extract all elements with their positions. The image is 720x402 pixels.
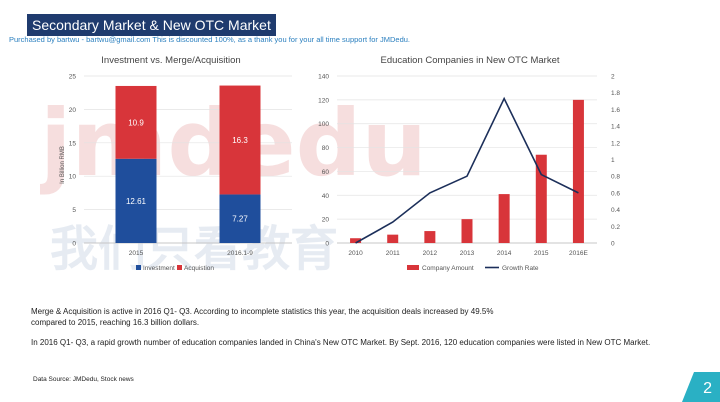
bar-company-amount — [350, 238, 362, 243]
chart-title: Education Companies in New OTC Market — [381, 55, 560, 66]
page-number: 2 — [703, 380, 712, 397]
y-tick-label: 5 — [72, 207, 76, 214]
y2-tick-label: 0.8 — [611, 174, 620, 181]
legend-label: Investment — [143, 265, 175, 272]
bar-company-amount — [461, 219, 473, 243]
y2-tick-label: 2 — [611, 74, 615, 81]
x-tick-label: 2014 — [497, 250, 512, 257]
y-axis-label: In Billion RMB — [60, 146, 66, 184]
x-tick-label: 2011 — [386, 250, 400, 257]
y-tick-label: 100 — [318, 121, 329, 128]
y2-tick-label: 0.6 — [611, 190, 620, 197]
bar-company-amount — [498, 194, 510, 243]
y-tick-label: 120 — [318, 97, 329, 104]
page-title: Secondary Market & New OTC Market — [27, 14, 276, 36]
investment-chart: Investment vs. Merge/Acquisition In Bill… — [60, 55, 292, 272]
purchase-note: Purchased by bartwu - bartwu@gmail.com T… — [9, 35, 410, 44]
paragraph-otc: In 2016 Q1- Q3, a rapid growth number of… — [31, 338, 651, 347]
growth-rate-line — [355, 96, 579, 244]
x-tick-label: 2010 — [348, 250, 363, 257]
data-label: 7.27 — [232, 215, 248, 224]
y2-tick-label: 0 — [611, 241, 615, 248]
y-tick-label: 0 — [325, 241, 329, 248]
bar-acquistion — [219, 85, 261, 195]
y-tick-label: 0 — [72, 241, 76, 248]
data-label: 16.3 — [232, 136, 248, 145]
legend-swatch — [136, 265, 141, 270]
bar-company-amount — [535, 154, 547, 243]
x-tick-label: 2015 — [534, 250, 549, 257]
y-tick-label: 60 — [322, 169, 330, 176]
legend-label: Acquistion — [184, 265, 214, 272]
paragraph-acquisition: Merge & Acquisition is active in 2016 Q1… — [31, 307, 494, 327]
y-tick-label: 20 — [69, 107, 77, 114]
x-tick-label: 2015 — [129, 250, 144, 257]
bar-investment — [115, 158, 157, 243]
y2-tick-label: 0.2 — [611, 224, 620, 231]
data-label: 10.9 — [128, 118, 144, 127]
chart-title: Investment vs. Merge/Acquisition — [101, 55, 240, 66]
bar-company-amount — [424, 231, 436, 243]
y2-tick-label: 1.4 — [611, 124, 620, 131]
y-tick-label: 10 — [69, 174, 77, 181]
legend-swatch — [407, 265, 419, 270]
y2-tick-label: 0.4 — [611, 207, 620, 214]
bar-acquistion — [115, 85, 157, 159]
x-tick-label: 2013 — [460, 250, 475, 257]
y-tick-label: 25 — [69, 74, 77, 81]
y-tick-label: 40 — [322, 193, 330, 200]
x-tick-label: 2016.1-9 — [227, 250, 253, 257]
y-tick-label: 20 — [322, 217, 330, 224]
legend-label: Growth Rate — [502, 265, 539, 272]
y2-tick-label: 1.8 — [611, 90, 620, 97]
x-tick-label: 2016E — [569, 250, 588, 257]
otc-chart: Education Companies in New OTC Market 0 2… — [318, 55, 620, 272]
y2-tick-label: 1 — [611, 157, 615, 164]
data-label: 12.61 — [126, 197, 147, 206]
page-badge — [682, 372, 720, 402]
y-tick-label: 140 — [318, 74, 329, 81]
y-tick-label: 80 — [322, 145, 330, 152]
bar-company-amount — [387, 234, 399, 243]
bar-investment — [219, 194, 261, 243]
legend-label: Company Amount — [422, 265, 474, 272]
x-tick-label: 2012 — [423, 250, 438, 257]
legend-swatch — [177, 265, 182, 270]
bar-company-amount — [572, 99, 584, 243]
y2-tick-label: 1.6 — [611, 107, 620, 114]
data-source: Data Source: JMDedu, Stock news — [33, 376, 134, 383]
y-tick-label: 15 — [69, 140, 77, 147]
y2-tick-label: 1.2 — [611, 140, 620, 147]
